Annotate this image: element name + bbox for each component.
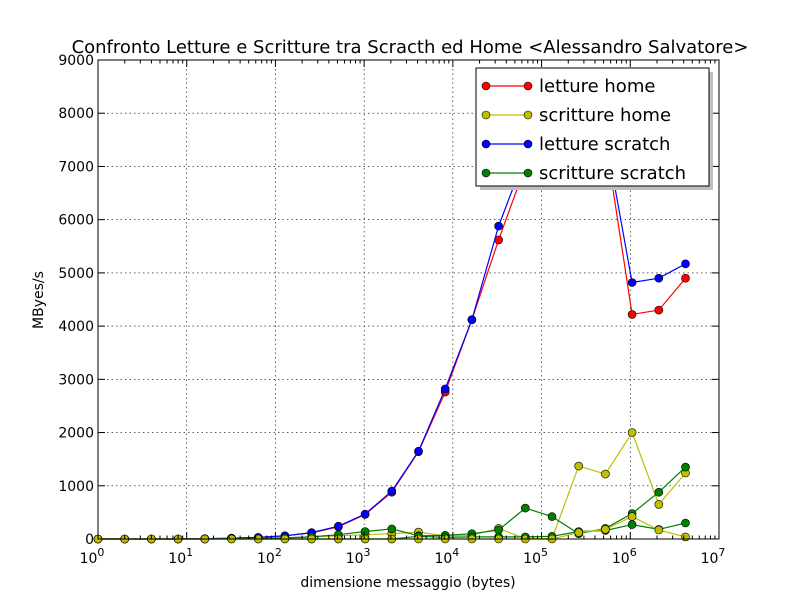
- legend-label: letture home: [539, 76, 655, 97]
- x-tick-label: 105: [523, 546, 548, 567]
- y-tick-label: 8000: [58, 106, 94, 122]
- legend-marker: [481, 110, 491, 120]
- legend: letture home scritture home letture scratc…: [475, 67, 713, 190]
- y-tick-label: 7000: [58, 159, 94, 175]
- data-point: [627, 512, 637, 521]
- legend-label: scritture home: [539, 105, 671, 126]
- y-tick-label: 6000: [58, 213, 94, 229]
- y-tick-label: 1000: [58, 479, 94, 495]
- data-point: [627, 520, 637, 529]
- data-point: [574, 528, 584, 537]
- chart-title: Confronto Letture e Scritture tra Scract…: [72, 37, 749, 58]
- legend-marker: [523, 168, 533, 178]
- data-point: [440, 384, 450, 394]
- x-tick-label: 106: [612, 546, 637, 567]
- legend-marker: [523, 110, 533, 120]
- legend-marker: [481, 168, 491, 178]
- data-point: [654, 487, 664, 497]
- x-tick-label: 104: [434, 546, 459, 567]
- y-tick-label: 9000: [58, 53, 94, 69]
- data-point: [654, 273, 664, 283]
- data-point: [681, 518, 690, 528]
- x-axis-label: dimensione messaggio (bytes): [300, 575, 515, 591]
- data-point: [601, 469, 610, 479]
- data-point: [360, 509, 370, 519]
- data-point: [574, 461, 584, 471]
- y-tick-label: 4000: [58, 319, 94, 335]
- legend-marker: [481, 81, 491, 91]
- x-tick-label: 102: [257, 546, 282, 567]
- data-point: [467, 315, 477, 325]
- legend-marker: [481, 139, 491, 149]
- y-tick-label: 3000: [58, 372, 94, 388]
- y-tick-label: 2000: [58, 426, 94, 442]
- y-tick-label: 5000: [58, 266, 94, 282]
- x-tick-label: 101: [168, 546, 193, 567]
- data-point: [681, 532, 690, 542]
- data-point: [334, 521, 343, 531]
- data-point: [654, 305, 664, 315]
- ticks: 100 101 102 103 104 105 106 107 0 1000 2000 3000 400…: [58, 53, 725, 567]
- y-tick-label: 0: [85, 532, 94, 548]
- data-point: [681, 259, 690, 269]
- x-tick-label: 107: [701, 546, 726, 567]
- plot-frame: [97, 59, 720, 540]
- data-point: [601, 525, 610, 534]
- data-point: [654, 500, 664, 509]
- data-point: [387, 524, 397, 534]
- data-point: [627, 278, 637, 287]
- legend-marker: [523, 81, 533, 91]
- data-point: [627, 310, 637, 319]
- legend-box: [475, 67, 710, 187]
- data-point: [494, 221, 503, 231]
- data-point: [627, 428, 637, 437]
- x-tick-label: 103: [346, 546, 371, 567]
- data-point: [681, 273, 690, 283]
- y-axis-label: MByes/s: [31, 271, 47, 329]
- data-point: [520, 503, 530, 513]
- x-tick-label: 100: [80, 546, 105, 567]
- legend-label: scritture scratch: [539, 163, 686, 184]
- data-point: [547, 512, 557, 521]
- data-point: [654, 525, 664, 535]
- legend-marker: [523, 139, 533, 149]
- data-point: [414, 446, 423, 456]
- legend-label: letture scratch: [539, 134, 670, 155]
- data-point: [681, 462, 690, 472]
- data-point: [387, 486, 397, 496]
- data-point: [360, 527, 370, 536]
